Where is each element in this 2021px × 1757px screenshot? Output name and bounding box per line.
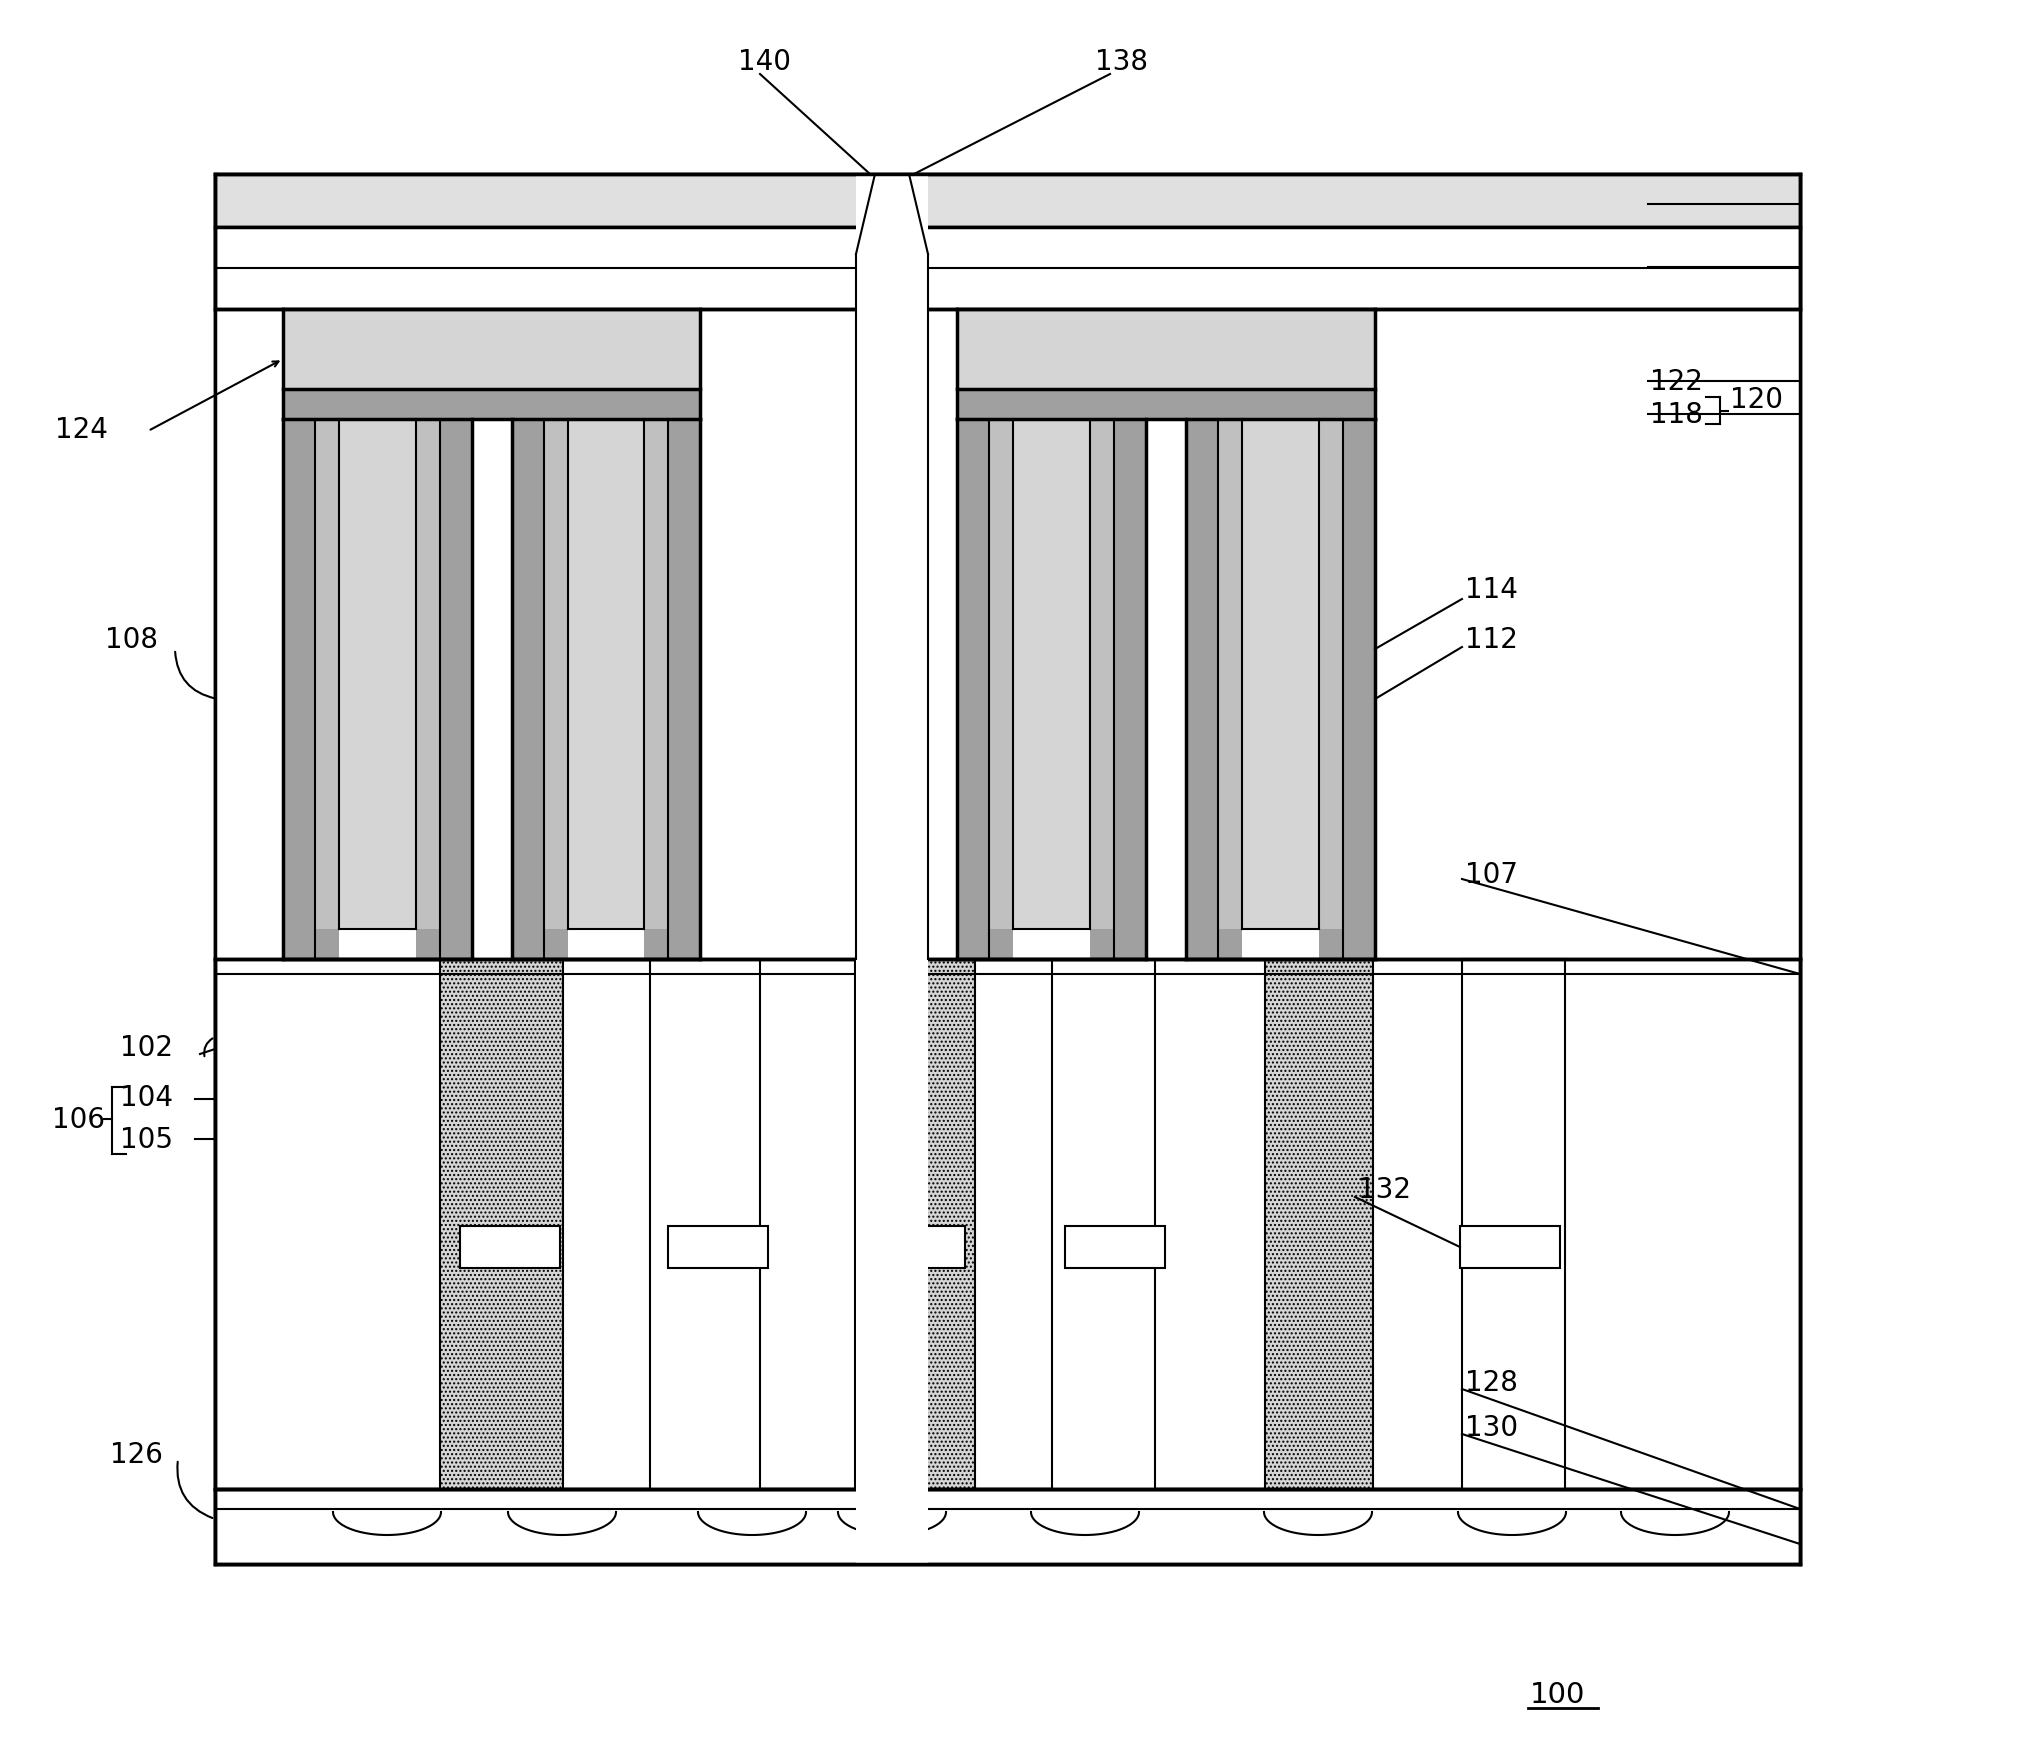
Polygon shape: [1031, 1513, 1140, 1536]
Bar: [283, 390, 699, 420]
Bar: [669, 420, 699, 959]
Text: 124: 124: [55, 416, 107, 445]
Text: 108: 108: [105, 625, 158, 654]
Bar: [857, 176, 928, 1564]
Bar: [214, 176, 1801, 228]
Bar: [1243, 420, 1320, 929]
Bar: [1186, 420, 1219, 959]
Bar: [315, 420, 340, 959]
Bar: [1344, 420, 1374, 959]
Text: 112: 112: [1465, 625, 1518, 654]
Bar: [214, 959, 1801, 1490]
Bar: [1013, 420, 1089, 959]
Text: 142: 142: [1649, 192, 1704, 220]
Bar: [511, 929, 699, 959]
Bar: [1013, 929, 1089, 959]
Bar: [283, 929, 471, 959]
Bar: [568, 420, 645, 929]
Text: 100: 100: [1530, 1680, 1584, 1708]
Bar: [1320, 420, 1344, 959]
Bar: [283, 420, 315, 959]
Polygon shape: [1457, 1513, 1566, 1536]
Bar: [441, 959, 564, 1490]
Polygon shape: [697, 1513, 806, 1536]
Bar: [1114, 420, 1146, 959]
Text: 134: 134: [1649, 253, 1704, 281]
Bar: [958, 309, 1374, 390]
Bar: [214, 309, 1801, 959]
Bar: [1461, 959, 1564, 1490]
Bar: [1459, 1226, 1560, 1269]
Bar: [439, 420, 471, 959]
Bar: [958, 420, 988, 959]
Bar: [1013, 420, 1089, 929]
Bar: [865, 1226, 964, 1269]
Bar: [645, 420, 669, 959]
Text: 105: 105: [119, 1126, 174, 1153]
Bar: [855, 959, 974, 1490]
Text: 128: 128: [1465, 1369, 1518, 1397]
Text: 106: 106: [53, 1105, 105, 1133]
Text: 118: 118: [1649, 401, 1704, 429]
Text: 104: 104: [119, 1084, 174, 1112]
Bar: [283, 309, 699, 390]
Bar: [1265, 959, 1372, 1490]
Bar: [1219, 420, 1243, 959]
Bar: [511, 420, 544, 959]
Bar: [214, 176, 1801, 1564]
Bar: [568, 929, 645, 959]
Bar: [1243, 929, 1320, 959]
Text: 107: 107: [1465, 861, 1518, 889]
Bar: [544, 420, 568, 959]
Bar: [651, 959, 760, 1490]
Text: 114: 114: [1465, 576, 1518, 604]
Bar: [340, 929, 416, 959]
Bar: [1243, 420, 1320, 959]
Bar: [1089, 420, 1114, 959]
Text: 126: 126: [109, 1441, 164, 1469]
Bar: [340, 420, 416, 959]
Bar: [1053, 959, 1154, 1490]
Text: 120: 120: [1730, 387, 1783, 413]
Text: 102: 102: [119, 1033, 174, 1061]
Bar: [1146, 420, 1186, 959]
Bar: [1065, 1226, 1164, 1269]
Bar: [214, 1490, 1801, 1564]
Text: 130: 130: [1465, 1413, 1518, 1441]
Text: 140: 140: [738, 47, 790, 76]
Bar: [283, 309, 699, 959]
Bar: [416, 420, 439, 959]
Bar: [214, 228, 1801, 309]
Polygon shape: [333, 1513, 441, 1536]
Text: 122: 122: [1649, 367, 1704, 395]
Polygon shape: [839, 1513, 946, 1536]
Bar: [568, 420, 645, 959]
Polygon shape: [507, 1513, 616, 1536]
Bar: [471, 420, 511, 959]
Bar: [461, 1226, 560, 1269]
Bar: [669, 1226, 768, 1269]
Text: 132: 132: [1358, 1175, 1411, 1204]
Polygon shape: [1263, 1513, 1372, 1536]
Text: 138: 138: [1095, 47, 1148, 76]
Bar: [340, 420, 416, 929]
Bar: [958, 929, 1146, 959]
Bar: [958, 390, 1374, 420]
Polygon shape: [1621, 1513, 1730, 1536]
Bar: [988, 420, 1013, 959]
Bar: [958, 309, 1374, 959]
Bar: [1186, 929, 1374, 959]
